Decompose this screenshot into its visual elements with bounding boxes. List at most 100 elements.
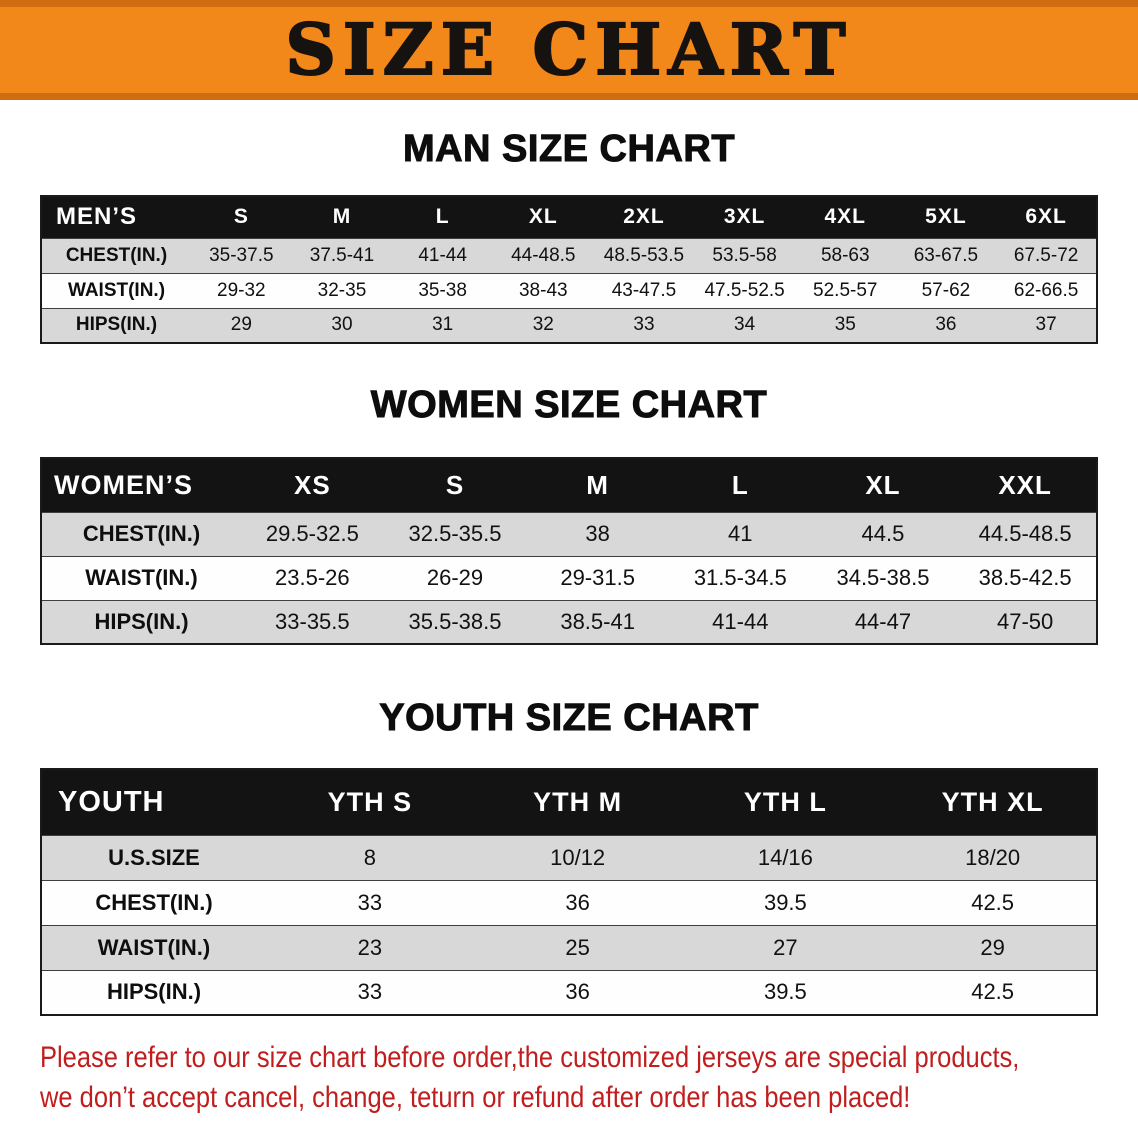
youth-col-l: YTH L [681,769,890,835]
youth-header-row: YOUTH YTH S YTH M YTH L YTH XL [41,769,1097,835]
men-table-title: MEN’S [41,196,191,238]
youth-chest-row: CHEST(IN.) 33 36 39.5 42.5 [41,880,1097,925]
men-col-4xl: 4XL [794,196,896,238]
cell: 25 [565,934,590,960]
women-col-s: S [383,458,527,512]
cell: 38.5-41 [560,608,635,634]
cell: 32.5-35.5 [408,521,502,546]
cell: 33 [357,889,383,915]
cell: 29 [980,934,1005,960]
men-section-heading: MAN SIZE CHART [402,128,736,171]
row-label: WAIST(IN.) [97,934,211,960]
men-hips-row: HIPS(IN.) 29 30 31 32 33 34 35 36 37 [41,308,1097,343]
women-waist-row: WAIST(IN.) 23.5-26 26-29 29-31.5 31.5-34… [41,556,1097,600]
cell: 23 [357,934,383,960]
row-label: CHEST(IN.) [82,521,201,546]
cell: 47.5-52.5 [704,279,785,301]
note-line-2: we don’t accept cancel, change, teturn o… [40,1081,911,1114]
cell: 30 [331,314,353,336]
women-table-title: WOMEN’S [41,458,241,512]
cell: 38 [585,521,610,546]
row-label: HIPS(IN.) [75,314,158,336]
youth-col-s: YTH S [266,769,474,835]
cell: 41-44 [418,244,467,266]
youth-size-table: YOUTH YTH S YTH M YTH L YTH XL U.S.SIZE … [40,768,1098,1016]
cell: 37 [1035,314,1057,336]
row-label: CHEST(IN.) [95,889,213,915]
cell: 48.5-53.5 [603,244,685,266]
cell: 42.5 [971,979,1015,1005]
cell: 41 [728,521,753,546]
cell: 52.5-57 [813,279,878,301]
cell: 8 [363,844,376,870]
cell: 38-43 [518,279,568,301]
cell: 67.5-72 [1013,244,1079,266]
cell: 41-44 [712,608,769,634]
cell: 62-66.5 [1013,279,1079,301]
cell: 44-48.5 [511,244,576,266]
men-waist-row: WAIST(IN.) 29-32 32-35 35-38 38-43 43-47… [41,273,1097,308]
youth-hips-row: HIPS(IN.) 33 36 39.5 42.5 [41,970,1097,1015]
cell: 53.5-58 [712,244,777,266]
cell: 26-29 [426,565,484,590]
cell: 31.5-34.5 [693,565,787,590]
cell: 58-63 [820,244,870,266]
men-col-6xl: 6XL [996,196,1097,238]
cell: 37.5-41 [309,244,375,266]
cell: 47-50 [997,608,1054,634]
women-size-table: WOMEN’S XS S M L XL XXL CHEST(IN.) 29.5-… [40,457,1098,645]
women-chest-row: CHEST(IN.) 29.5-32.5 32.5-35.5 38 41 44.… [41,512,1097,556]
row-label: CHEST(IN.) [65,244,168,266]
women-col-m: M [526,458,669,512]
cell: 29 [230,314,252,336]
youth-ussize-row: U.S.SIZE 8 10/12 14/16 18/20 [41,835,1097,880]
cell: 44.5 [861,521,905,546]
cell: 32 [532,314,554,336]
cell: 23.5-26 [275,565,350,590]
men-col-m: M [291,196,393,238]
banner: SIZE CHART [0,0,1138,100]
cell: 43-47.5 [611,279,677,301]
cell: 31 [432,314,454,336]
cell: 27 [773,934,798,960]
cell: 36 [935,314,957,336]
women-col-l: L [668,458,812,512]
cell: 36 [565,979,590,1005]
men-col-5xl: 5XL [895,196,997,238]
men-chest-row: CHEST(IN.) 35-37.5 37.5-41 41-44 44-48.5… [41,238,1097,273]
youth-table-title: YOUTH [41,769,266,835]
row-label: WAIST(IN.) [67,279,166,301]
youth-waist-row: WAIST(IN.) 23 25 27 29 [41,925,1097,970]
cell: 38.5-42.5 [978,565,1072,590]
cell: 35 [834,314,856,336]
cell: 29-32 [217,279,266,301]
men-col-l: L [392,196,493,238]
cell: 35.5-38.5 [408,608,502,634]
cell: 63-67.5 [913,244,979,266]
row-label: HIPS(IN.) [94,608,189,634]
women-col-xxl: XXL [954,458,1097,512]
cell: 10/12 [550,844,606,870]
cell: 35-37.5 [209,244,274,266]
men-col-3xl: 3XL [694,196,795,238]
cell: 18/20 [965,844,1021,870]
men-col-xl: XL [492,196,594,238]
row-label: WAIST(IN.) [85,565,198,590]
men-col-s: S [191,196,292,238]
cell: 39.5 [763,979,807,1005]
cell: 32-35 [317,279,367,301]
women-col-xl: XL [811,458,955,512]
cell: 35-38 [418,279,467,301]
women-header-row: WOMEN’S XS S M L XL XXL [41,458,1097,512]
cell: 14/16 [757,844,813,870]
women-hips-row: HIPS(IN.) 33-35.5 35.5-38.5 38.5-41 41-4… [41,600,1097,644]
cell: 42.5 [971,889,1015,915]
note-line-1: Please refer to our size chart before or… [40,1041,1020,1074]
youth-col-xl: YTH XL [889,769,1097,835]
men-header-row: MEN’S S M L XL 2XL 3XL 4XL 5XL 6XL [41,196,1097,238]
cell: 34 [734,314,756,336]
footer-note: Please refer to our size chart before or… [40,1038,1138,1118]
cell: 33-35.5 [275,608,350,634]
youth-col-m: YTH M [473,769,682,835]
